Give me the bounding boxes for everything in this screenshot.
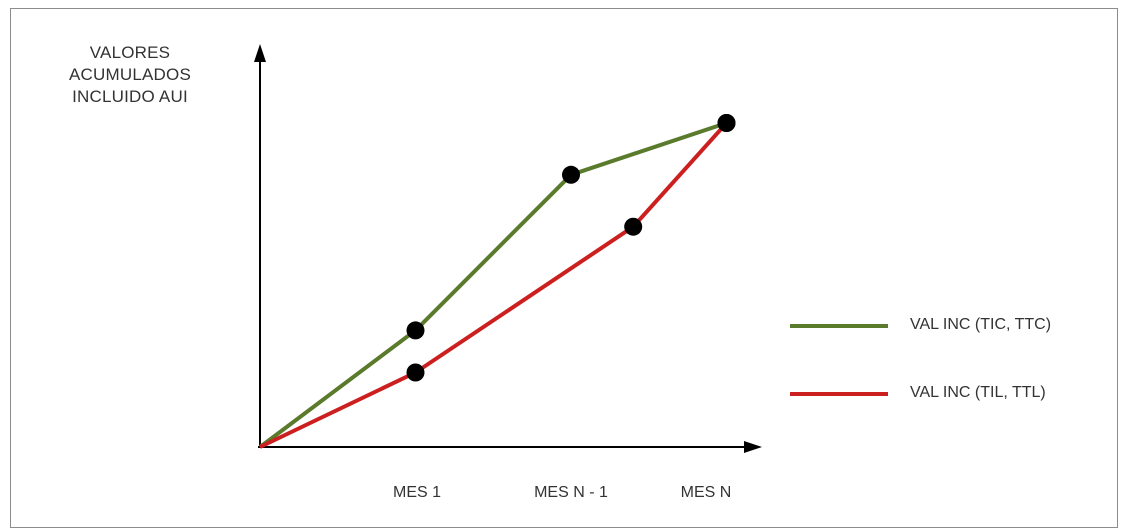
legend-swatch-green: [790, 324, 888, 328]
y-axis-title: VALORES ACUMULADOS INCLUIDO AUI: [40, 42, 220, 108]
x-axis-arrow: [744, 441, 762, 453]
marker-layer: [406, 114, 736, 382]
legend-label-red: VAL INC (TIL, TTL): [910, 384, 1046, 401]
data-point-s1-p2: [624, 217, 643, 236]
y-axis-title-line-1: VALORES: [89, 43, 171, 62]
data-point-s0-p2: [562, 165, 580, 184]
legend-item-green: VAL INC (TIC, TTC): [790, 314, 1110, 338]
x-tick-label-mes-n: MES N: [680, 484, 732, 501]
x-tick-label-mes-n-1: MES N - 1: [534, 484, 608, 501]
legend-label-green: VAL INC (TIC, TTC): [910, 316, 1052, 333]
data-point-s1-p1: [406, 363, 425, 382]
y-axis-arrow: [254, 44, 266, 62]
chart-frame: [10, 8, 1118, 528]
series-layer: [258, 121, 728, 449]
y-axis-title-line-3: INCLUIDO AUI: [72, 87, 188, 106]
series-line-1: [259, 121, 728, 449]
legend-swatch-red: [790, 392, 888, 396]
series-line-0: [258, 121, 728, 449]
data-point-s0-p1: [406, 321, 425, 340]
legend-item-red: VAL INC (TIL, TTL): [790, 382, 1110, 406]
data-point-s1-p3: [717, 114, 736, 132]
x-tick-label-mes-1: MES 1: [392, 484, 442, 501]
y-axis-title-line-2: ACUMULADOS: [69, 65, 191, 84]
